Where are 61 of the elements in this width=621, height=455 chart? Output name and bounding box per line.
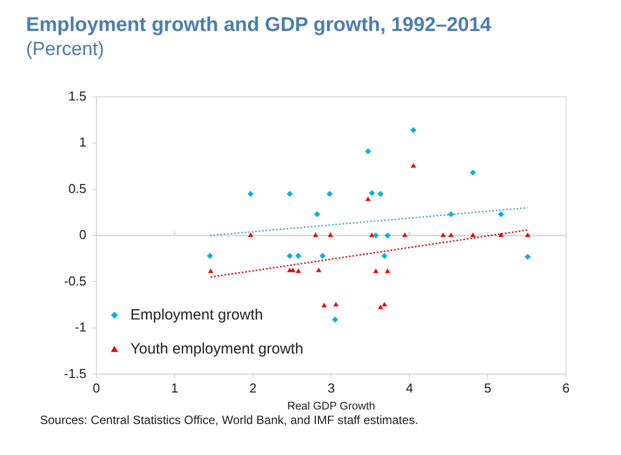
point: [368, 190, 375, 196]
point: [440, 232, 446, 237]
point: [498, 211, 504, 218]
point: [378, 304, 384, 310]
source-note: Sources: Central Statistics Office, World Bank, and IMF staff estimates.: [40, 413, 420, 427]
point: [525, 232, 530, 237]
point: [410, 163, 416, 168]
point: [448, 232, 454, 237]
y-tick-label: -0.5: [64, 273, 86, 288]
point: [382, 302, 388, 306]
y-tick-label: -1.5: [64, 366, 86, 381]
x-tick-label: 4: [406, 380, 414, 396]
point: [296, 268, 301, 274]
point: [333, 302, 338, 306]
point: [372, 232, 379, 238]
x-tick-label: 0: [92, 380, 100, 396]
point: [312, 232, 318, 237]
point: [320, 252, 326, 259]
y-tick-label: 0: [79, 227, 86, 242]
point: [290, 268, 296, 272]
legend-label: Youth employment growth: [130, 340, 304, 358]
point: [248, 232, 254, 237]
x-tick-label: 5: [484, 380, 492, 396]
point: [384, 268, 390, 274]
x-tick-label: 3: [328, 380, 335, 396]
point: [248, 190, 254, 197]
y-tick-label: 1.5: [68, 88, 86, 104]
x-tick-label: 2: [249, 380, 257, 396]
point: [314, 211, 320, 218]
point: [524, 254, 531, 260]
point: [365, 196, 371, 201]
point: [498, 232, 504, 237]
x-axis-title: Real GDP Growth: [287, 400, 376, 412]
point: [373, 268, 378, 274]
y-tick-label: -1: [74, 320, 86, 335]
point: [295, 252, 302, 259]
legend-label: Employment growth: [130, 306, 263, 324]
point: [286, 252, 293, 259]
point: [286, 190, 293, 197]
point: [402, 232, 408, 237]
point: [332, 316, 338, 323]
point: [328, 232, 334, 237]
point: [326, 190, 333, 197]
x-tick-label: 6: [562, 380, 570, 396]
x-tick-label: 1: [171, 380, 178, 396]
point: [378, 190, 384, 197]
point: [206, 252, 213, 259]
point: [410, 127, 416, 134]
point: [470, 170, 476, 176]
point: [364, 148, 371, 154]
y-tick-label: 1: [79, 134, 86, 150]
y-tick-label: 0.5: [68, 180, 86, 196]
point: [448, 211, 454, 218]
point: [316, 268, 322, 272]
point: [384, 232, 391, 238]
chart-title: Employment growth and GDP growth, 1992–2014: [26, 14, 492, 37]
point: [470, 232, 476, 237]
point: [208, 268, 214, 274]
point: [322, 302, 327, 308]
point: [381, 252, 388, 259]
chart-subtitle: (Percent): [26, 39, 106, 61]
